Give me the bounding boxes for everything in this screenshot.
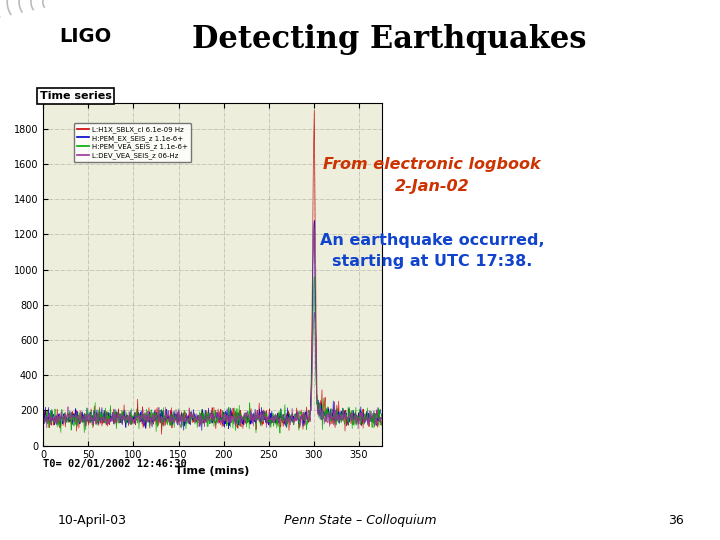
- Text: T0= 02/01/2002 12:46:30: T0= 02/01/2002 12:46:30: [43, 459, 187, 469]
- Text: 2-Jan-02: 2-Jan-02: [395, 179, 469, 194]
- Text: Detecting Earthquakes: Detecting Earthquakes: [192, 24, 586, 56]
- Text: starting at UTC 17:38.: starting at UTC 17:38.: [332, 254, 532, 269]
- Text: From electronic logbook: From electronic logbook: [323, 157, 541, 172]
- Text: 10-April-03: 10-April-03: [58, 514, 127, 527]
- Text: 36: 36: [668, 514, 684, 527]
- Text: LIGO: LIGO: [59, 27, 111, 46]
- Text: Time series: Time series: [40, 91, 112, 101]
- X-axis label: Time (mins): Time (mins): [175, 466, 250, 476]
- Text: Penn State – Colloquium: Penn State – Colloquium: [284, 514, 436, 527]
- Legend: L:H1X_SBLX_cl 6.1e-09 Hz, H:PEM_EX_SEIS_z 1.1e-6+, H:PEM_VEA_SEIS_z 1.1e-6+, L:D: L:H1X_SBLX_cl 6.1e-09 Hz, H:PEM_EX_SEIS_…: [73, 123, 191, 162]
- Text: An earthquake occurred,: An earthquake occurred,: [320, 233, 544, 248]
